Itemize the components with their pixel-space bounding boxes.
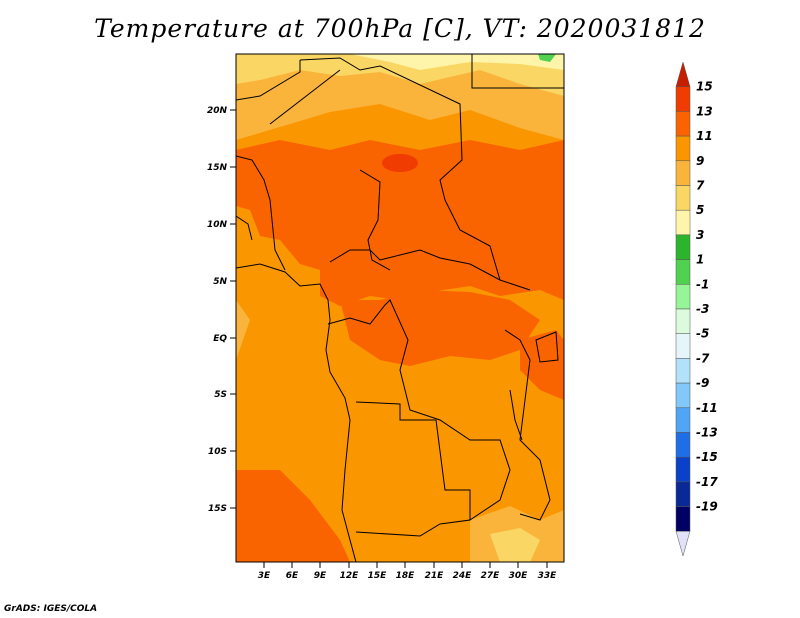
lake-victoria <box>535 331 559 363</box>
colorbar-swatch <box>675 382 691 409</box>
lat-label: 5S <box>214 390 227 400</box>
colorbar-label: -5 <box>696 327 709 341</box>
colorbar-swatch <box>675 432 691 458</box>
colorbar-swatch <box>675 209 691 236</box>
colorbar-label: 7 <box>696 179 705 193</box>
lon-label: 9E <box>314 571 327 581</box>
colorbar <box>675 61 691 557</box>
colorbar-swatch <box>675 234 691 260</box>
colorbar-label: 15 <box>696 80 713 94</box>
lat-label: 15S <box>208 504 227 514</box>
colorbar-swatch <box>675 185 691 211</box>
colorbar-label: -1 <box>696 277 709 291</box>
border-drc <box>327 299 511 521</box>
lon-label: 27E <box>481 571 501 581</box>
temperature-field <box>236 54 564 562</box>
colorbar-label: 3 <box>696 228 704 242</box>
band-11-13-central <box>236 140 564 306</box>
lon-label: 33E <box>538 571 558 581</box>
lon-label: 15E <box>368 571 388 581</box>
colorbar-label: -9 <box>696 376 709 390</box>
lon-label: 6E <box>286 571 299 581</box>
colorbar-label: -17 <box>696 475 718 489</box>
lon-label: 18E <box>396 571 416 581</box>
colorbar-label: 1 <box>696 253 704 267</box>
colorbar-label: -7 <box>696 351 710 365</box>
borders <box>236 54 564 562</box>
colorbar-swatch <box>675 259 691 285</box>
latitude-axis: 20N 15N 10N 5N EQ 5S 10S 15S <box>207 106 236 514</box>
lon-label: 3E <box>258 571 271 581</box>
lat-label: 5N <box>213 277 227 287</box>
border-egypt <box>471 54 564 89</box>
lake-tanganyika <box>509 389 523 441</box>
map-frame <box>235 53 565 563</box>
lat-label: EQ <box>213 334 227 344</box>
colorbar-swatch <box>675 308 691 334</box>
band-1-3-north <box>538 54 556 62</box>
border-rift <box>504 329 551 521</box>
lon-label: 21E <box>425 571 445 581</box>
lat-label: 10S <box>208 447 227 457</box>
colorbar-swatch <box>675 456 691 483</box>
colorbar-swatch <box>675 135 691 162</box>
colorbar-label: -3 <box>696 302 709 316</box>
lat-label: 20N <box>207 106 228 116</box>
colorbar-label: 5 <box>696 203 704 217</box>
colorbar-label: -13 <box>696 426 718 440</box>
colorbar-labels: 15 13 11 9 7 5 3 1 -1 -3 -5 -7 -9 -11 -13 -15 -17 -19 <box>696 80 718 514</box>
band-11-13-congo <box>340 290 540 366</box>
longitude-axis: 3E 6E 9E 12E 15E 18E 21E 24E 27E 30E 33E <box>258 562 557 581</box>
band-11-13-southwest <box>236 470 350 562</box>
band-5-7-southeast <box>490 528 540 562</box>
band-11-13-east <box>520 330 564 400</box>
band-13-15-spot-chad <box>382 154 418 172</box>
border-angola <box>355 401 471 537</box>
lat-label: 10N <box>207 220 228 230</box>
colorbar-swatch <box>675 333 691 359</box>
border-chad-car <box>359 169 391 271</box>
footer-credit: GrADS: IGES/COLA <box>4 604 98 614</box>
colorbar-swatch <box>675 407 691 433</box>
border-niger-nigeria <box>236 155 286 271</box>
colorbar-label: 11 <box>696 129 713 143</box>
band-7-9-north <box>236 54 564 140</box>
colorbar-swatch <box>675 284 691 310</box>
colorbar-label: -19 <box>696 500 718 514</box>
colorbar-swatch <box>675 506 691 532</box>
atlantic-coastline <box>236 263 357 562</box>
lon-label: 12E <box>340 571 360 581</box>
colorbar-label: 9 <box>696 154 704 168</box>
colorbar-swatch <box>675 111 691 137</box>
lon-label: 30E <box>509 571 529 581</box>
colorbar-swatch <box>675 481 691 507</box>
colorbar-swatch <box>675 531 691 557</box>
lon-label: 24E <box>453 571 473 581</box>
colorbar-swatch <box>675 86 691 112</box>
border-car-south <box>329 249 531 291</box>
lat-label: 15N <box>207 163 228 173</box>
border-niger-algeria <box>269 69 341 125</box>
colorbar-label: -15 <box>696 450 718 464</box>
border-northwest <box>236 60 301 101</box>
border-benin <box>236 215 253 241</box>
band-7-9-west-coast <box>236 300 250 360</box>
colorbar-label: -11 <box>696 401 718 415</box>
colorbar-swatch <box>675 358 691 384</box>
colorbar-swatch <box>675 160 691 186</box>
band-3-5-north <box>350 54 564 70</box>
colorbar-swatch <box>675 61 691 87</box>
chart-title: Temperature at 700hPa [C], VT: 202003181… <box>94 14 706 43</box>
border-chad-sudan <box>299 57 501 281</box>
colorbar-label: 13 <box>696 104 713 118</box>
